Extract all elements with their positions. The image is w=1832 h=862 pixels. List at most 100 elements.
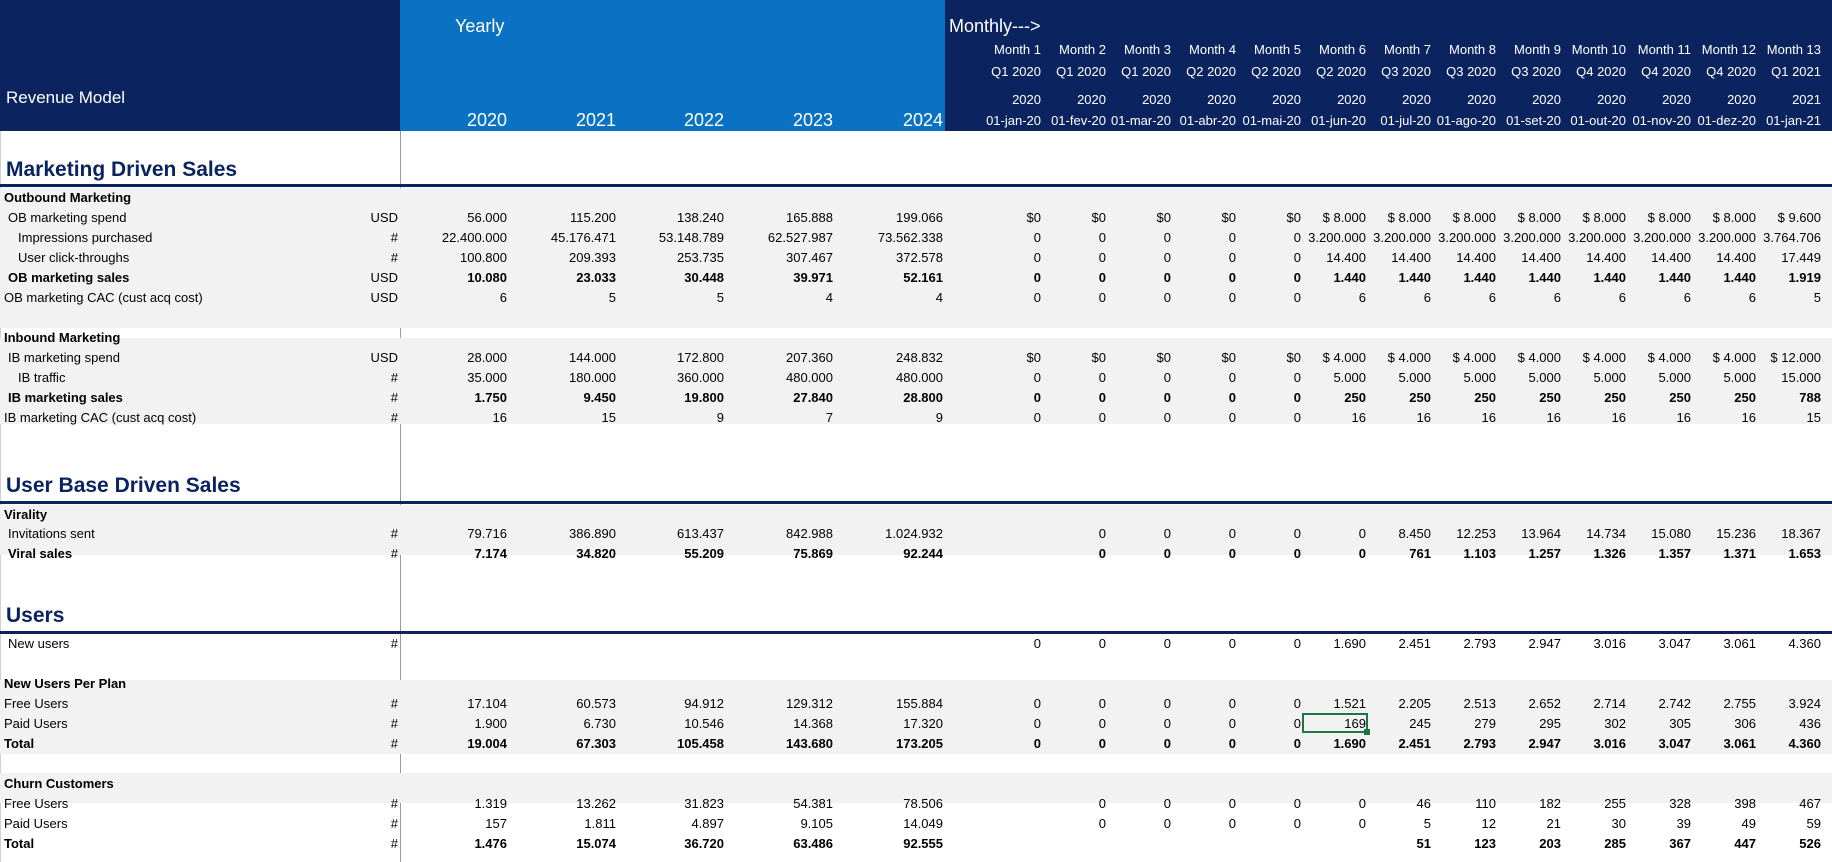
monthly-cell[interactable]: $0	[1026, 210, 1041, 225]
yearly-cell[interactable]: 13.262	[576, 796, 616, 811]
monthly-cell[interactable]: 0	[1033, 410, 1041, 425]
monthly-cell[interactable]: 3.061	[1723, 736, 1756, 751]
monthly-cell[interactable]: 0	[1163, 816, 1171, 831]
monthly-cell[interactable]: 0	[1293, 290, 1301, 305]
monthly-cell[interactable]: 0	[1228, 546, 1236, 561]
active-cell-selection[interactable]	[1302, 713, 1368, 733]
monthly-cell[interactable]: 0	[1293, 636, 1301, 651]
yearly-cell[interactable]: 19.004	[467, 736, 507, 751]
monthly-cell[interactable]: 16	[1676, 410, 1691, 425]
yearly-cell[interactable]: 27.840	[793, 390, 833, 405]
monthly-cell[interactable]: 3.200.000	[1633, 230, 1691, 245]
monthly-cell[interactable]: $ 4.000	[1517, 350, 1561, 365]
yearly-cell[interactable]: 7.174	[474, 546, 507, 561]
monthly-cell[interactable]: 0	[1163, 696, 1171, 711]
monthly-cell[interactable]: 2.755	[1723, 696, 1756, 711]
monthly-cell[interactable]: 6	[1488, 290, 1496, 305]
monthly-cell[interactable]: 0	[1163, 270, 1171, 285]
row-unit[interactable]: USD	[370, 210, 398, 225]
monthly-cell[interactable]: 0	[1033, 370, 1041, 385]
monthly-cell[interactable]: 1.690	[1333, 636, 1366, 651]
monthly-cell[interactable]: 49	[1741, 816, 1756, 831]
monthly-cell[interactable]: 5.000	[1593, 370, 1626, 385]
monthly-cell[interactable]: 14.400	[1456, 250, 1496, 265]
yearly-cell[interactable]: 115.200	[569, 210, 616, 225]
monthly-cell[interactable]: 1.440	[1723, 270, 1756, 285]
row-unit[interactable]: #	[390, 816, 398, 831]
monthly-cell[interactable]: 0	[1293, 716, 1301, 731]
yearly-cell[interactable]: 9	[716, 410, 724, 425]
monthly-cell[interactable]: 0	[1293, 230, 1301, 245]
monthly-cell[interactable]: 250	[1474, 390, 1496, 405]
monthly-cell[interactable]: 0	[1228, 370, 1236, 385]
row-label[interactable]: New users	[8, 636, 70, 651]
yearly-cell[interactable]: 30.448	[684, 270, 724, 285]
yearly-cell[interactable]: 39.971	[793, 270, 833, 285]
row-label[interactable]: Free Users	[4, 796, 69, 811]
row-unit[interactable]: #	[390, 546, 398, 561]
monthly-cell[interactable]: 3.200.000	[1698, 230, 1756, 245]
monthly-cell[interactable]: $ 8.000	[1647, 210, 1691, 225]
monthly-cell[interactable]: 0	[1163, 410, 1171, 425]
monthly-cell[interactable]: $ 8.000	[1582, 210, 1626, 225]
monthly-cell[interactable]: 761	[1409, 546, 1431, 561]
monthly-cell[interactable]: 14.400	[1391, 250, 1431, 265]
row-label[interactable]: Paid Users	[4, 716, 68, 731]
monthly-cell[interactable]: 0	[1098, 526, 1106, 541]
monthly-cell[interactable]: $0	[1091, 350, 1106, 365]
monthly-cell[interactable]: 0	[1098, 736, 1106, 751]
monthly-cell[interactable]: 2.652	[1528, 696, 1561, 711]
yearly-cell[interactable]: 1.024.932	[885, 526, 943, 541]
monthly-cell[interactable]: 1.371	[1723, 546, 1756, 561]
yearly-cell[interactable]: 55.209	[684, 546, 724, 561]
fill-handle[interactable]	[1364, 729, 1370, 735]
monthly-cell[interactable]: 59	[1806, 816, 1821, 831]
yearly-cell[interactable]: 138.240	[677, 210, 724, 225]
monthly-cell[interactable]: 3.016	[1593, 636, 1626, 651]
yearly-cell[interactable]: 165.888	[786, 210, 833, 225]
monthly-cell[interactable]: $ 9.600	[1777, 210, 1821, 225]
row-label[interactable]: Invitations sent	[8, 526, 95, 541]
monthly-cell[interactable]: 0	[1098, 546, 1106, 561]
monthly-cell[interactable]: 0	[1228, 526, 1236, 541]
yearly-cell[interactable]: 1.900	[474, 716, 507, 731]
row-label[interactable]: OB marketing sales	[8, 270, 130, 285]
yearly-cell[interactable]: 372.578	[896, 250, 943, 265]
monthly-cell[interactable]: 0	[1033, 636, 1041, 651]
monthly-cell[interactable]: 1.103	[1463, 546, 1496, 561]
monthly-cell[interactable]: 0	[1098, 716, 1106, 731]
yearly-cell[interactable]: 143.680	[786, 736, 833, 751]
monthly-cell[interactable]: 250	[1409, 390, 1431, 405]
monthly-cell[interactable]: 0	[1293, 370, 1301, 385]
row-unit[interactable]: #	[390, 636, 398, 651]
monthly-cell[interactable]: 0	[1228, 270, 1236, 285]
yearly-cell[interactable]: 5	[608, 290, 616, 305]
monthly-cell[interactable]: 1.690	[1333, 736, 1366, 751]
monthly-cell[interactable]: 6	[1618, 290, 1626, 305]
monthly-cell[interactable]: 1.440	[1333, 270, 1366, 285]
yearly-cell[interactable]: 4.897	[691, 816, 724, 831]
monthly-cell[interactable]: 0	[1228, 716, 1236, 731]
row-label[interactable]: Free Users	[4, 696, 69, 711]
monthly-cell[interactable]: 2.451	[1398, 736, 1431, 751]
monthly-cell[interactable]: 203	[1539, 836, 1561, 851]
monthly-cell[interactable]: 0	[1098, 250, 1106, 265]
yearly-cell[interactable]: 480.000	[786, 370, 833, 385]
monthly-cell[interactable]: 16	[1741, 410, 1756, 425]
monthly-cell[interactable]: 279	[1474, 716, 1496, 731]
monthly-cell[interactable]: 1.440	[1658, 270, 1691, 285]
row-label[interactable]: OB marketing CAC (cust acq cost)	[4, 290, 203, 305]
monthly-cell[interactable]: 0	[1163, 390, 1171, 405]
row-unit[interactable]: #	[390, 526, 398, 541]
monthly-cell[interactable]: 0	[1293, 250, 1301, 265]
monthly-cell[interactable]: 0	[1358, 816, 1366, 831]
monthly-cell[interactable]: 788	[1799, 390, 1821, 405]
yearly-cell[interactable]: 129.312	[786, 696, 833, 711]
row-label[interactable]: Viral sales	[8, 546, 73, 561]
monthly-cell[interactable]: 2.714	[1593, 696, 1626, 711]
yearly-cell[interactable]: 199.066	[896, 210, 943, 225]
monthly-cell[interactable]: $ 8.000	[1322, 210, 1366, 225]
row-label[interactable]: IB traffic	[18, 370, 66, 385]
monthly-cell[interactable]: 0	[1293, 270, 1301, 285]
monthly-cell[interactable]: 0	[1033, 230, 1041, 245]
